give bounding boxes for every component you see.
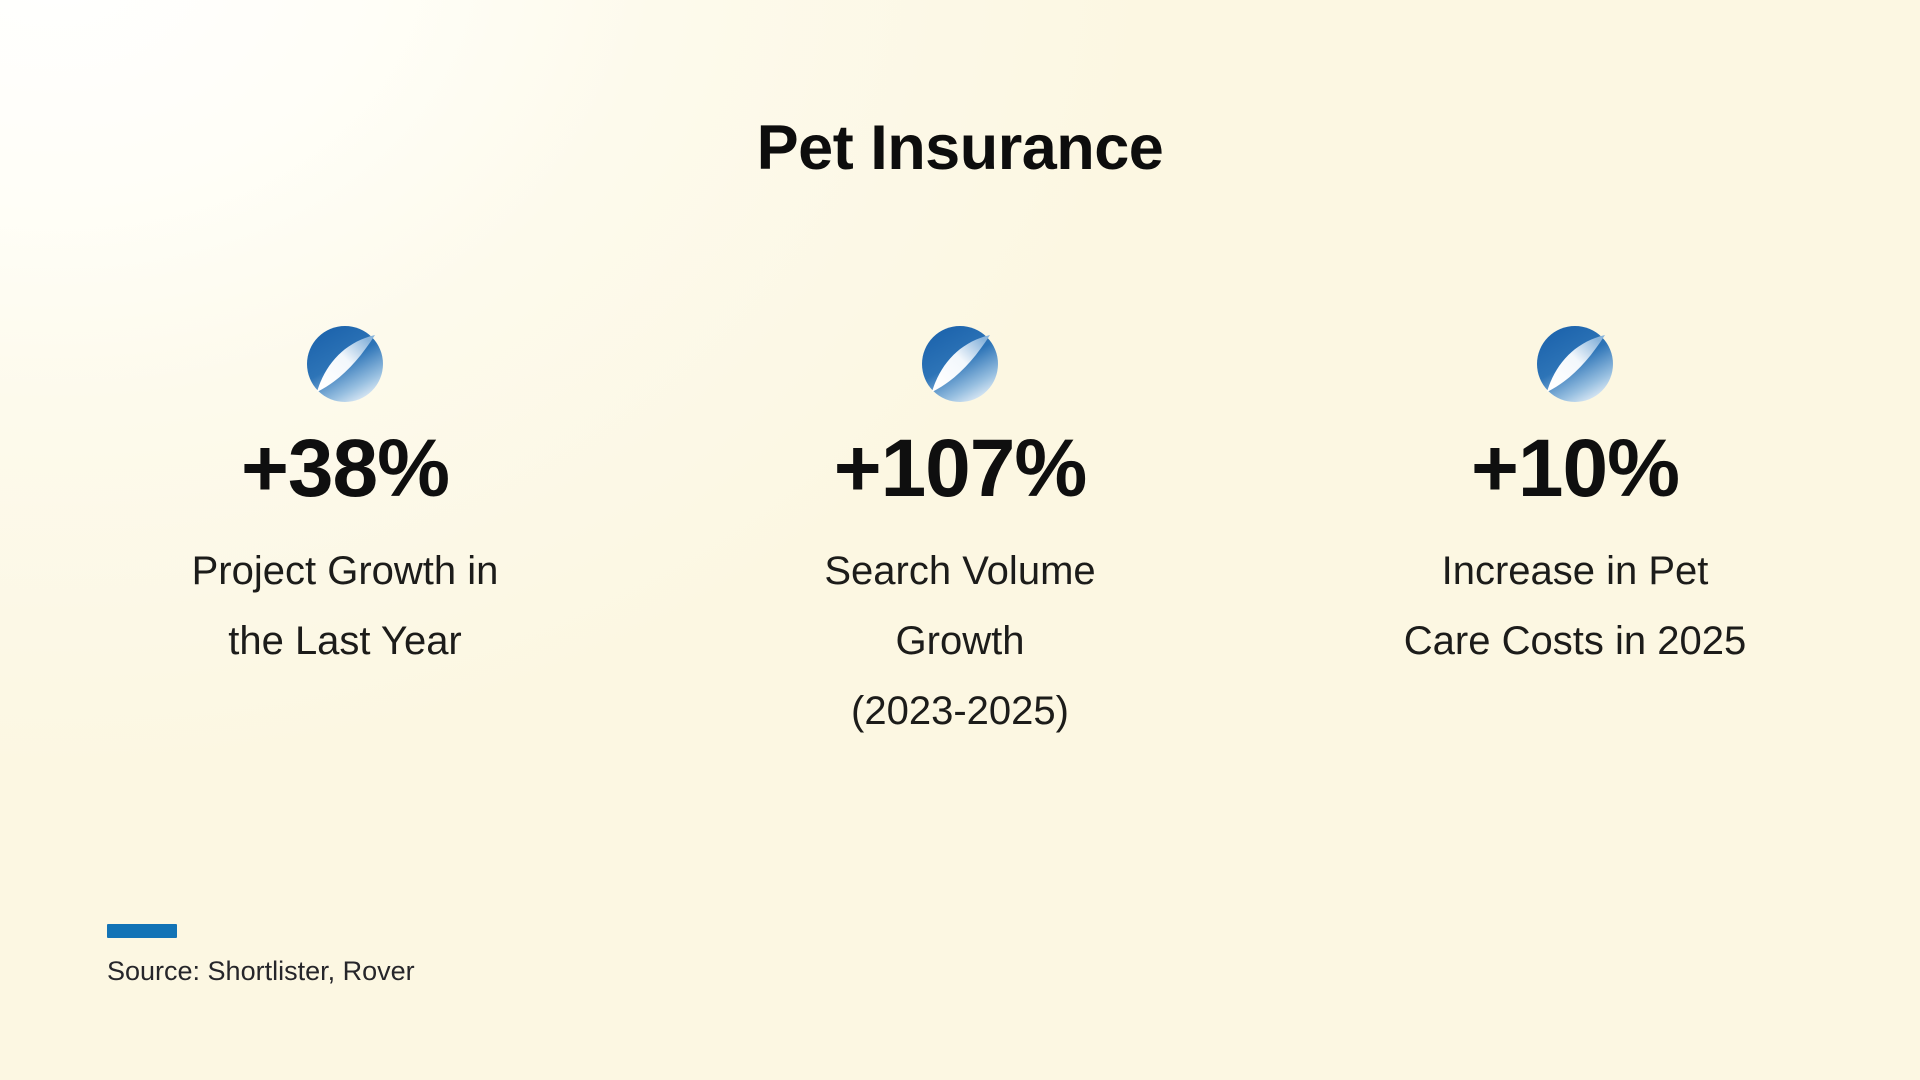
stat-card-search-volume: +107% Search Volume Growth (2023-2025) [700, 326, 1220, 746]
stat-value: +107% [833, 423, 1088, 514]
stat-value: +10% [1470, 423, 1680, 514]
stat-label: Search Volume Growth (2023-2025) [824, 549, 1096, 733]
stat-label: Project Growth in the Last Year [191, 549, 499, 663]
sphere-logo-icon [1537, 326, 1613, 402]
stat-card-project-growth: +38% Project Growth in the Last Year [85, 326, 605, 746]
sphere-logo-icon [307, 326, 383, 402]
source-block: Source: Shortlister, Rover [107, 924, 415, 987]
accent-dash [107, 924, 177, 938]
sphere-logo-icon [922, 326, 998, 402]
page-title: Pet Insurance [756, 113, 1164, 183]
stat-card-pet-care-costs: +10% Increase in Pet Care Costs in 2025 [1315, 326, 1835, 746]
source-text: Source: Shortlister, Rover [107, 956, 415, 986]
stat-value: +38% [240, 423, 450, 514]
stat-label: Increase in Pet Care Costs in 2025 [1403, 549, 1747, 663]
stats-row: +38% Project Growth in the Last Year +10… [0, 326, 1920, 746]
